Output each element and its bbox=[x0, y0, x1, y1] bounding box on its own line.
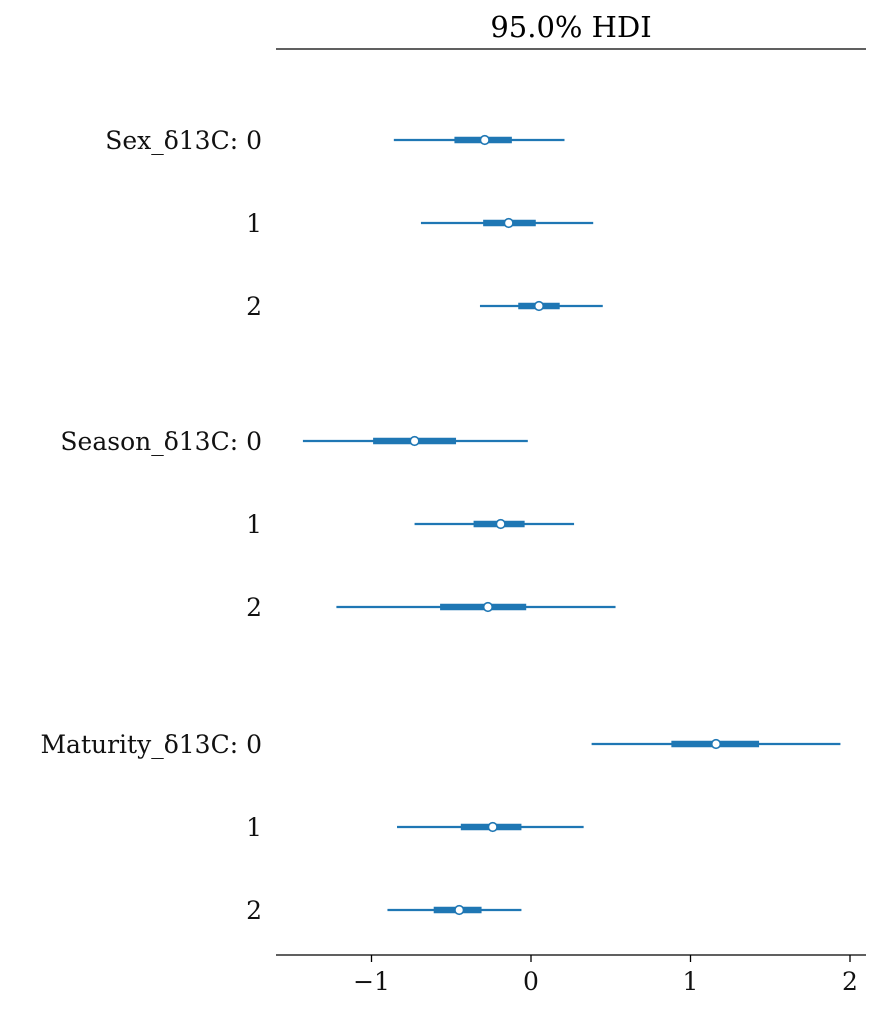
mean-point bbox=[487, 821, 498, 833]
row-label: 1 bbox=[246, 510, 262, 539]
x-tick-label: 0 bbox=[523, 967, 539, 996]
row-label: 2 bbox=[246, 292, 262, 321]
x-tick-label: 1 bbox=[683, 967, 699, 996]
mean-point bbox=[495, 518, 506, 530]
mean-point bbox=[479, 134, 490, 146]
row-label: 2 bbox=[246, 896, 262, 925]
mean-point bbox=[533, 300, 545, 312]
chart-title: 95.0% HDI bbox=[490, 10, 651, 44]
y-labels: Sex_δ13C: 0 1 2 Season_δ13C: 0 1 2 Maturity_δ1… bbox=[40, 126, 262, 925]
row-label: 1 bbox=[246, 813, 262, 842]
mean-point bbox=[710, 738, 722, 750]
row-label: 1 bbox=[246, 209, 262, 238]
row-label: 2 bbox=[246, 593, 262, 622]
x-ticks: −1 0 1 2 bbox=[353, 955, 858, 996]
row-label: Sex_δ13C: 0 bbox=[105, 126, 262, 155]
x-tick-label: −1 bbox=[353, 967, 390, 996]
x-tick-label: 2 bbox=[842, 967, 858, 996]
mean-point bbox=[482, 601, 494, 613]
chart-marks bbox=[302, 134, 841, 916]
mean-point bbox=[454, 904, 465, 916]
row-label: Season_δ13C: 0 bbox=[60, 427, 262, 456]
mean-point bbox=[503, 217, 514, 229]
mean-point bbox=[409, 435, 420, 447]
row-label: Maturity_δ13C: 0 bbox=[40, 730, 262, 759]
